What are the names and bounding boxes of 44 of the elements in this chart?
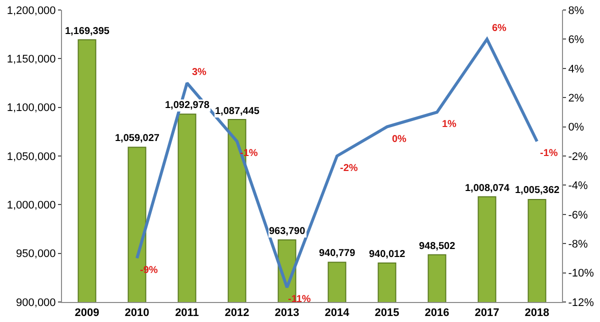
y-tick-label: 900,000 [16, 296, 56, 309]
x-tick-label: 2018 [524, 307, 550, 320]
y-tick-label: 1,000,000 [6, 200, 56, 212]
x-tick-label: 2014 [324, 307, 350, 320]
y2-tick-label: 0% [568, 122, 584, 134]
y2-tick-label: -6% [568, 209, 588, 222]
y-tick-label: 1,050,000 [6, 150, 56, 163]
y-tick-label: 1,150,000 [6, 54, 56, 66]
data-label: 1,059,027 [115, 133, 160, 144]
y2-tick-label: 6% [568, 34, 584, 46]
data-label: -1% [540, 148, 558, 159]
data-label: 940,779 [319, 248, 356, 259]
data-label: 0% [392, 134, 407, 145]
x-tick-label: 2013 [274, 307, 300, 320]
y2-tick-label: -10% [568, 268, 594, 280]
data-label: 940,012 [369, 249, 406, 260]
x-tick-label: 2017 [474, 307, 500, 320]
y2-tick-label: 8% [568, 4, 584, 17]
x-tick-label: 2009 [74, 307, 100, 320]
y2-tick-label: -2% [568, 150, 588, 163]
data-label: 948,502 [419, 241, 456, 252]
data-label: 1,008,074 [465, 183, 510, 194]
y2-tick-label: -12% [568, 296, 594, 309]
y2-tick-label: -8% [568, 238, 588, 250]
y2-tick-label: -4% [568, 180, 588, 192]
x-tick-label: 2015 [374, 307, 400, 320]
y2-tick-label: 2% [568, 92, 584, 104]
x-tick-label: 2016 [424, 307, 450, 320]
x-tick-label: 2011 [175, 307, 199, 320]
y-tick-label: 1,100,000 [6, 102, 56, 114]
x-tick-label: 2010 [124, 307, 150, 320]
x-tick-label: 2012 [224, 307, 250, 320]
data-label: 1,092,978 [165, 100, 210, 111]
data-label: 1,005,362 [515, 185, 560, 196]
data-label: 1,169,395 [65, 26, 110, 37]
data-label: 1,087,445 [215, 106, 260, 117]
y-tick-label: 950,000 [16, 248, 56, 260]
data-label: 1% [442, 119, 457, 130]
data-label: 6% [492, 23, 507, 34]
data-label: 3% [192, 67, 207, 78]
data-label: -2% [340, 163, 358, 174]
y2-tick-label: 4% [568, 63, 584, 76]
data-label: 963,790 [269, 226, 306, 237]
y-tick-label: 1,200,000 [6, 4, 56, 17]
